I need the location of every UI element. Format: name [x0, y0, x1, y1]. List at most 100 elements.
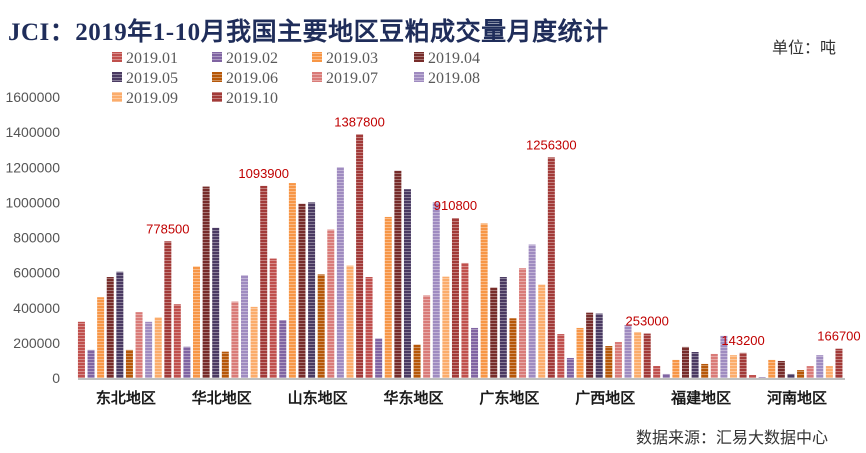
data-label: 166700: [817, 329, 860, 344]
bar-2019.08-山东地区: [336, 167, 344, 378]
legend-label: 2019.09: [126, 90, 178, 107]
bar-2019.02-河南地区: [758, 377, 766, 378]
legend-label: 2019.06: [226, 70, 278, 87]
y-tick-label: 600000: [13, 265, 60, 281]
bar-2019.04-山东地区: [298, 203, 306, 378]
bar-2019.02-山东地区: [279, 320, 287, 378]
data-label: 1256300: [526, 137, 577, 152]
bar-2019.05-东北地区: [116, 271, 124, 378]
bar-2019.07-东北地区: [135, 312, 143, 378]
legend-label: 2019.10: [226, 90, 278, 107]
y-tick-label: 1000000: [5, 194, 60, 210]
bar-2019.10-山东地区: [356, 134, 364, 378]
legend-swatch: [212, 52, 222, 62]
x-axis: 东北地区 华北地区 山东地区 华东地区 广东地区 广西地区 福建地区 河南地区: [78, 378, 845, 407]
bar-2019.02-华北地区: [183, 346, 191, 378]
bar-2019.06-广东地区: [509, 318, 517, 378]
legend-label: 2019.01: [126, 50, 178, 67]
y-tick-label: 200000: [13, 335, 60, 351]
bar-2019.03-华北地区: [193, 266, 201, 378]
legend-label: 2019.04: [428, 50, 480, 67]
y-tick-label: 0: [52, 370, 60, 386]
y-tick-label: 800000: [13, 230, 60, 246]
bar-2019.09-福建地区: [729, 355, 737, 378]
legend-swatch: [112, 52, 122, 62]
data-label: 1387800: [334, 114, 385, 129]
data-labels: 778500 1093900 1387800 910800 1256300 253000 1…: [146, 114, 861, 348]
x-tick-label: 河南地区: [767, 389, 827, 407]
x-tick-label: 山东地区: [288, 389, 348, 407]
bar-2019.05-河南地区: [787, 373, 795, 378]
bar-2019.08-华东地区: [432, 202, 440, 378]
bars: [77, 134, 843, 378]
legend-swatch: [212, 92, 222, 102]
y-axis: 0 200000 400000 600000 800000 1000000 1200000 1…: [5, 89, 60, 386]
bar-2019.06-广西地区: [605, 346, 613, 378]
bar-2019.09-山东地区: [346, 265, 354, 378]
bar-2019.05-华北地区: [212, 227, 220, 378]
bar-2019.08-福建地区: [720, 335, 728, 378]
bar-2019.04-华北地区: [202, 186, 210, 378]
data-label: 910800: [434, 198, 477, 213]
bar-2019.10-福建地区: [739, 352, 747, 378]
bar-2019.01-华北地区: [173, 304, 181, 378]
x-tick-label: 华北地区: [192, 389, 252, 407]
chart-title: JCI：2019年1-10月我国主要地区豆粕成交量月度统计: [8, 19, 609, 46]
bar-2019.02-东北地区: [87, 349, 95, 378]
bar-2019.10-东北地区: [164, 241, 172, 378]
bar-2019.06-华东地区: [413, 344, 421, 378]
bar-2019.02-广东地区: [471, 327, 479, 378]
bar-2019.08-东北地区: [145, 321, 153, 378]
legend-swatch: [112, 72, 122, 82]
bar-2019.04-福建地区: [681, 346, 689, 378]
bar-2019.02-广西地区: [566, 357, 574, 378]
legend: 2019.01 2019.02 2019.03 2019.04 2019.05 2019.…: [112, 50, 480, 107]
bar-2019.07-广东地区: [519, 268, 527, 378]
bar-2019.04-河南地区: [777, 360, 785, 378]
bar-2019.04-华东地区: [394, 170, 402, 378]
bar-2019.01-广东地区: [461, 262, 469, 378]
legend-swatch: [312, 72, 322, 82]
bar-2019.07-华北地区: [231, 301, 239, 378]
bar-2019.01-东北地区: [77, 321, 85, 378]
bar-2019.01-河南地区: [749, 375, 757, 378]
bar-2019.05-广西地区: [595, 313, 603, 378]
bar-2019.10-广西地区: [643, 333, 651, 378]
x-tick-label: 东北地区: [96, 389, 156, 407]
data-label: 1093900: [238, 166, 289, 181]
bar-2019.09-河南地区: [825, 366, 833, 378]
bar-2019.01-广西地区: [557, 334, 565, 378]
legend-swatch: [312, 52, 322, 62]
bar-2019.09-广东地区: [538, 284, 546, 378]
bar-2019.08-河南地区: [816, 355, 824, 378]
bar-2019.04-广东地区: [490, 287, 498, 378]
legend-label: 2019.08: [428, 70, 480, 87]
bar-2019.05-山东地区: [308, 202, 316, 378]
bar-2019.07-福建地区: [710, 353, 718, 378]
bar-2019.03-广西地区: [576, 327, 584, 378]
data-label: 253000: [626, 314, 669, 329]
bar-2019.08-广西地区: [624, 324, 632, 378]
bar-2019.03-广东地区: [480, 223, 488, 378]
bar-2019.03-华东地区: [384, 216, 392, 378]
bar-2019.01-福建地区: [653, 366, 661, 378]
y-tick-label: 400000: [13, 300, 60, 316]
x-tick-label: 华东地区: [384, 389, 444, 407]
y-tick-label: 1600000: [5, 89, 60, 105]
bar-2019.03-河南地区: [768, 359, 776, 378]
bar-2019.09-东北地区: [154, 317, 162, 378]
bar-2019.10-广东地区: [547, 157, 555, 378]
bar-2019.02-华东地区: [375, 338, 383, 378]
data-label: 778500: [146, 221, 189, 236]
legend-swatch: [414, 52, 424, 62]
bar-2019.03-东北地区: [97, 297, 105, 378]
bar-2019.09-华东地区: [442, 276, 450, 378]
bar-2019.01-华东地区: [365, 277, 373, 378]
bar-2019.09-广西地区: [634, 331, 642, 378]
bar-2019.06-河南地区: [797, 370, 805, 378]
bar-2019.09-华北地区: [250, 306, 258, 378]
bar-2019.07-华东地区: [423, 295, 431, 378]
bar-2019.10-华东地区: [451, 218, 459, 378]
legend-swatch: [112, 92, 122, 102]
bar-2019.08-华北地区: [241, 275, 249, 378]
